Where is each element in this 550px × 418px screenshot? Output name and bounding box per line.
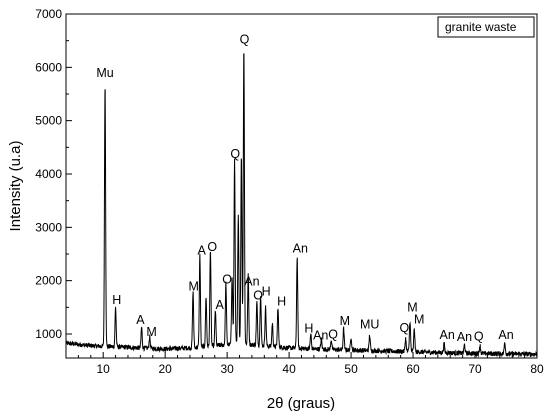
x-tick-label: 30	[220, 362, 234, 376]
peak-label: M	[146, 325, 156, 339]
peak-label: M	[340, 314, 350, 328]
peak-label: Q	[400, 321, 410, 335]
peak-label: An	[439, 328, 454, 342]
peak-label: A	[198, 244, 207, 258]
peak-label: O	[222, 272, 232, 286]
y-tick-label: 4000	[35, 167, 62, 181]
peak-label: Q	[328, 327, 338, 341]
peak-label: M	[414, 312, 424, 326]
plot-frame	[65, 13, 538, 359]
peak-label: MU	[360, 318, 379, 332]
peak-label: An	[244, 274, 259, 288]
plot-area	[65, 13, 538, 359]
peak-label: An	[313, 328, 328, 342]
peak-label: H	[112, 293, 121, 307]
peak-label: An	[293, 241, 308, 255]
peak-label: A	[136, 313, 145, 327]
peak-label: Q	[240, 32, 250, 46]
peak-label: Mu	[96, 66, 113, 80]
legend: granite waste	[437, 16, 535, 38]
y-tick-label: 1000	[35, 327, 62, 341]
peak-label: O	[253, 288, 263, 302]
x-tick-label: 20	[158, 362, 172, 376]
x-tick-label: 10	[97, 362, 111, 376]
y-axis: 1000 2000 3000 4000 5000 6000 7000	[35, 7, 72, 341]
x-tick-label: 70	[468, 362, 482, 376]
legend-entry: granite waste	[445, 20, 517, 34]
peak-label: An	[498, 328, 513, 342]
x-axis-title: 2θ (graus)	[267, 395, 335, 412]
x-tick-label: 80	[530, 362, 544, 376]
peak-label: A	[216, 298, 225, 312]
peak-label: H	[262, 285, 271, 299]
peak-label: Q	[230, 147, 240, 161]
peak-label: An	[457, 330, 472, 344]
x-tick-label: 60	[406, 362, 420, 376]
x-tick-label: 50	[344, 362, 358, 376]
legend-box	[437, 16, 535, 38]
peak-label: H	[277, 295, 286, 309]
series-line-granite-waste	[65, 53, 538, 358]
peak-label: O	[207, 240, 217, 254]
x-tick-label: 40	[282, 362, 296, 376]
peak-label: M	[407, 301, 417, 315]
y-tick-label: 2000	[35, 274, 62, 288]
y-tick-label: 3000	[35, 220, 62, 234]
y-axis-title: Intensity (u.a)	[7, 141, 24, 232]
x-axis: 10 20 30 40 50 60 70 80	[77, 352, 544, 376]
y-tick-label: 7000	[35, 7, 62, 21]
peak-label: Q	[474, 329, 484, 343]
peak-label: M	[188, 279, 198, 293]
peak-label: H	[304, 321, 313, 335]
y-tick-label: 6000	[35, 60, 62, 74]
y-tick-label: 5000	[35, 114, 62, 128]
